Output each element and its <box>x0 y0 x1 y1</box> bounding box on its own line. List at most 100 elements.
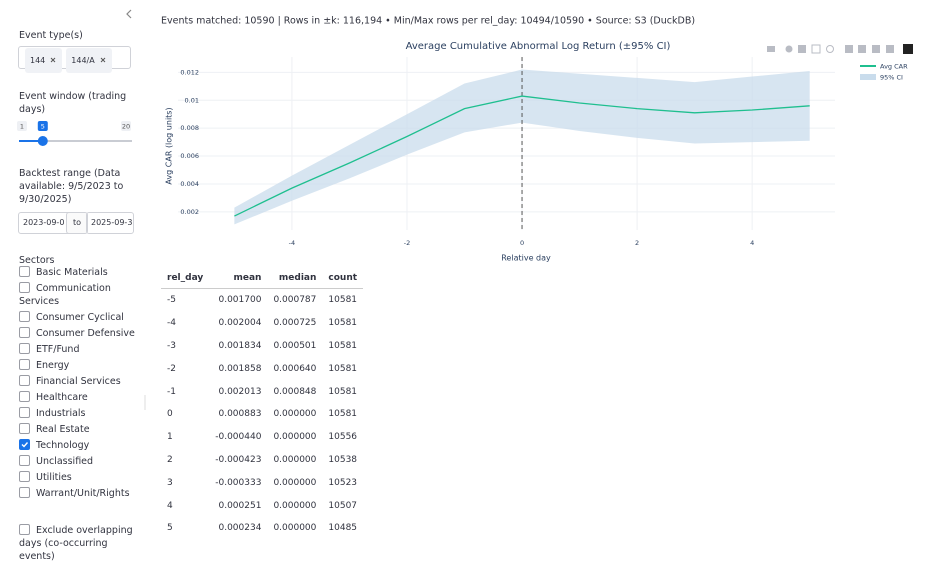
table-cell: 0.000787 <box>273 295 317 306</box>
checkbox[interactable] <box>19 375 30 386</box>
x-axis-label: Relative day <box>501 254 551 263</box>
legend-swatch <box>860 74 876 80</box>
table-cell: 10538 <box>328 454 358 465</box>
table-cell: 10581 <box>328 318 358 329</box>
tool-camera[interactable] <box>767 46 775 52</box>
table-cell: 0.001700 <box>218 295 262 306</box>
checkbox[interactable] <box>19 487 30 498</box>
checkbox[interactable] <box>19 439 30 450</box>
x-tick-label: 2 <box>635 239 639 247</box>
column-header: rel_day <box>161 268 210 289</box>
checkbox[interactable] <box>19 343 30 354</box>
y-axis-label: Avg CAR (log units) <box>165 107 174 184</box>
table-cell: 0.000251 <box>218 500 262 511</box>
checkbox[interactable] <box>19 327 30 338</box>
ci-band <box>234 69 810 225</box>
checkbox-item[interactable]: Industrials <box>19 407 137 420</box>
slider-track[interactable]: 1 5 20 <box>0 118 145 150</box>
date-end[interactable]: 2025-09-3 <box>86 212 134 234</box>
y-tick-label: 0.002 <box>180 208 199 216</box>
checkbox-item[interactable]: Utilities <box>19 471 137 484</box>
checkbox[interactable] <box>19 359 30 370</box>
checkbox-item[interactable]: Communication Services <box>19 282 137 308</box>
tool-lasso[interactable] <box>826 45 834 53</box>
y-tick-label: 0.008 <box>180 124 199 132</box>
checkbox-label: Unclassified <box>36 456 94 467</box>
event-types-select[interactable]: 144 144/A <box>18 46 131 73</box>
checkbox-label: ETF/Fund <box>36 344 80 355</box>
checkbox-label: Industrials <box>36 408 86 419</box>
checkbox[interactable] <box>19 282 30 293</box>
table-row: -3 0.001834 0.000501 10581 <box>161 335 363 358</box>
table-cell: -4 <box>167 318 176 329</box>
checkbox-item[interactable]: Financial Services <box>19 375 137 388</box>
table-cell: 0.000000 <box>273 477 317 488</box>
checkbox-item[interactable]: Warrant/Unit/Rights <box>19 487 137 500</box>
date-sep: to <box>66 212 88 234</box>
remove-tag[interactable] <box>49 56 57 64</box>
sectors-list: Basic Materials Communication Services Con… <box>19 266 137 503</box>
table-cell: -3 <box>167 340 176 351</box>
range-label: Backtest range (Data available: 9/5/2023… <box>19 168 124 205</box>
x-tick-label: 0 <box>520 239 524 247</box>
table-cell: 0.000725 <box>273 318 317 329</box>
event-type-tag[interactable]: 144 <box>25 48 63 73</box>
checkbox-item[interactable]: Energy <box>19 359 137 372</box>
checkbox-item[interactable]: ETF/Fund <box>19 343 137 356</box>
checkbox-item[interactable]: Exclude overlapping days (co-occurring e… <box>19 524 137 563</box>
checkbox-item[interactable]: Technology <box>19 439 137 452</box>
tool-zoom-out[interactable] <box>858 45 866 53</box>
tool-select[interactable] <box>811 44 821 54</box>
checkbox[interactable] <box>19 407 30 418</box>
y-tick-label: 0.012 <box>180 68 199 76</box>
table-row: 5 0.000234 0.000000 10485 <box>161 517 363 540</box>
table-cell: 10581 <box>328 409 358 420</box>
table-cell: 0 <box>167 409 173 420</box>
checkbox-item[interactable]: Healthcare <box>19 391 137 404</box>
slider-label: 5 <box>41 123 45 131</box>
window-label: Event window (trading days) <box>19 91 127 115</box>
table-header: rel_day mean median count <box>161 268 364 289</box>
tool-logo[interactable] <box>903 44 913 54</box>
checkbox-label: Warrant/Unit/Rights <box>36 488 130 499</box>
table-cell: 0.000000 <box>273 523 317 534</box>
slider-label-bg <box>37 121 48 131</box>
checkbox-item[interactable]: Consumer Defensive <box>19 327 137 340</box>
checkbox[interactable] <box>19 455 30 466</box>
column-header: count <box>322 268 364 289</box>
tool-zoom-in[interactable] <box>845 45 853 53</box>
remove-tag[interactable] <box>99 56 107 64</box>
collapse-sidebar[interactable] <box>126 9 132 19</box>
tool-zoom[interactable] <box>785 45 793 53</box>
table-row: -5 0.001700 0.000787 10581 <box>161 289 363 312</box>
tool-autoscale[interactable] <box>872 45 880 53</box>
checkbox[interactable] <box>19 266 30 277</box>
checkbox-item[interactable]: Real Estate <box>19 423 137 436</box>
checkbox-item[interactable]: Basic Materials <box>19 266 137 279</box>
checkbox-label: Utilities <box>36 472 72 483</box>
event-type-text: 144 <box>30 56 46 65</box>
table-cell: -0.000423 <box>215 454 262 465</box>
checkbox-label: Consumer Cyclical <box>36 312 124 323</box>
table-cell: 0.000848 <box>273 386 317 397</box>
table-cell: 0.002004 <box>218 318 262 329</box>
checkbox[interactable] <box>19 391 30 402</box>
sectors-label: Sectors <box>19 255 55 266</box>
checkbox[interactable] <box>19 524 30 535</box>
checkbox[interactable] <box>19 311 30 322</box>
table-cell: 1 <box>167 432 173 443</box>
date-start[interactable]: 2023-09-0 <box>18 212 72 234</box>
checkbox[interactable] <box>19 471 30 482</box>
checkbox[interactable] <box>19 423 30 434</box>
checkbox-label: Real Estate <box>36 424 90 435</box>
table-cell: 0.000640 <box>273 363 317 374</box>
tool-reset[interactable] <box>886 45 894 53</box>
checkbox-item[interactable]: Consumer Cyclical <box>19 311 137 324</box>
window-slider[interactable]: 1 5 20 <box>0 118 145 150</box>
checkbox-item[interactable]: Unclassified <box>19 455 137 468</box>
table-row: -2 0.001858 0.000640 10581 <box>161 357 363 380</box>
tool-pan[interactable] <box>798 45 806 53</box>
table-row: 4 0.000251 0.000000 10507 <box>161 494 363 517</box>
table-cell: 0.000000 <box>273 454 317 465</box>
event-type-tag[interactable]: 144/A <box>66 48 112 73</box>
